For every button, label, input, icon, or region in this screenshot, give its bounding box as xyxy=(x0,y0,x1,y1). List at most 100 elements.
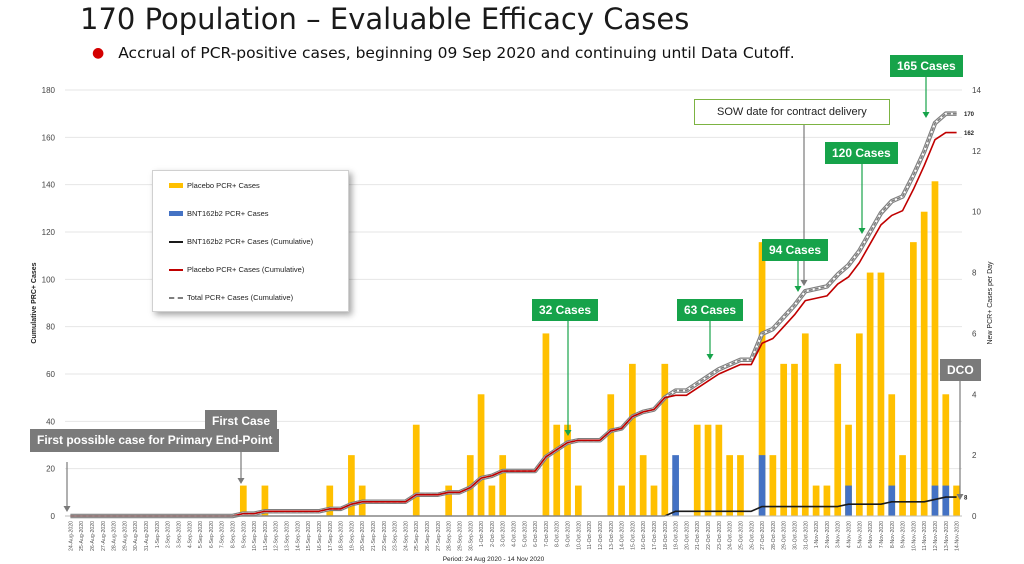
pointer-94-cases-arrowhead xyxy=(794,286,802,292)
placebo-bar xyxy=(726,455,733,516)
placebo-bar xyxy=(618,485,625,516)
pointer-32-cases-arrowhead xyxy=(564,430,572,436)
callout-63-cases: 63 Cases xyxy=(677,299,744,321)
x-tick-label: 5-Nov-2020 xyxy=(857,521,863,548)
legend-item-placebo: Placebo PCR+ Cases xyxy=(169,181,260,190)
y-tick-label: 120 xyxy=(42,228,56,237)
placebo-bar xyxy=(877,272,885,516)
x-tick-label: 7-Oct-2020 xyxy=(544,521,550,547)
x-tick-label: 6-Sep-2020 xyxy=(209,521,215,548)
placebo-bar xyxy=(661,363,669,516)
placebo-bar xyxy=(564,424,571,516)
x-tick-label: 23-Oct-2020 xyxy=(717,521,723,550)
legend-label-placebo: Placebo PCR+ Cases xyxy=(187,181,260,190)
x-tick-label: 29-Oct-2020 xyxy=(782,521,788,550)
y2-tick-label: 10 xyxy=(972,208,981,217)
x-tick-label: 26-Sep-2020 xyxy=(425,521,431,551)
x-tick-label: 28-Aug-2020 xyxy=(112,521,118,551)
placebo-bar xyxy=(445,485,453,516)
placebo-bar xyxy=(348,455,355,516)
pointer-63-cases-arrowhead xyxy=(706,354,714,360)
placebo-bar xyxy=(769,455,777,516)
y2-axis-label: New PCR+ Cases per Day xyxy=(987,261,994,345)
y-tick-label: 0 xyxy=(51,512,56,521)
x-tick-label: 29-Aug-2020 xyxy=(122,521,128,551)
x-tick-label: 26-Aug-2020 xyxy=(90,521,96,551)
x-tick-label: 9-Sep-2020 xyxy=(241,521,247,548)
x-tick-label: 24-Aug-2020 xyxy=(68,521,74,551)
x-tick-label: 14-Oct-2020 xyxy=(620,521,626,550)
x-tick-label: 6-Nov-2020 xyxy=(868,521,874,548)
placebo-bar xyxy=(845,424,852,516)
vaccine-bar xyxy=(845,485,852,516)
x-tick-label: 31-Oct-2020 xyxy=(803,521,809,550)
vaccine-bar xyxy=(942,485,950,516)
x-tick-label: 29-Sep-2020 xyxy=(457,521,463,551)
x-tick-label: 4-Oct-2020 xyxy=(512,521,518,547)
x-tick-label: 21-Oct-2020 xyxy=(695,521,701,550)
x-tick-label: 9-Oct-2020 xyxy=(566,521,572,547)
x-tick-label: 14-Sep-2020 xyxy=(295,521,301,551)
x-tick-label: 3-Nov-2020 xyxy=(836,521,842,548)
x-tick-label: 1-Oct-2020 xyxy=(479,521,485,547)
legend-item-vaccine: BNT162b2 PCR+ Cases xyxy=(169,209,269,218)
legend-swatch-total-cum xyxy=(169,296,183,299)
x-tick-label: 30-Oct-2020 xyxy=(792,521,798,550)
placebo-bar xyxy=(326,485,334,516)
x-tick-label: 2-Nov-2020 xyxy=(825,521,831,548)
y2-tick-label: 12 xyxy=(972,147,981,156)
x-tick-label: 6-Oct-2020 xyxy=(533,521,539,547)
bar-layer xyxy=(239,181,960,517)
legend-item-placebo-cum: Placebo PCR+ Cases (Cumulative) xyxy=(169,265,304,274)
legend-item-total-cum: Total PCR+ Cases (Cumulative) xyxy=(169,293,293,302)
vaccine-bar xyxy=(672,455,679,516)
legend-swatch-vaccine xyxy=(169,211,183,216)
legend-swatch-placebo-cum xyxy=(169,268,183,271)
slide-title: 170 Population – Evaluable Efficacy Case… xyxy=(80,2,690,36)
y-tick-label: 40 xyxy=(46,417,55,426)
x-tick-label: 7-Nov-2020 xyxy=(879,521,885,548)
x-tick-label: 20-Oct-2020 xyxy=(684,521,690,550)
x-tick-label: 27-Oct-2020 xyxy=(760,521,766,550)
x-tick-label: 15-Oct-2020 xyxy=(630,521,636,550)
placebo-bar xyxy=(704,424,712,516)
x-tick-label: 12-Nov-2020 xyxy=(933,521,939,551)
x-tick-label: 16-Sep-2020 xyxy=(317,521,323,551)
x-tick-label: 10-Nov-2020 xyxy=(911,521,917,551)
y-tick-label: 80 xyxy=(46,323,55,332)
x-tick-label: 13-Nov-2020 xyxy=(944,521,950,551)
vaccine-bar xyxy=(758,455,766,516)
placebo-bar xyxy=(553,424,561,516)
y2-tick-label: 14 xyxy=(972,86,981,95)
x-tick-label: 8-Nov-2020 xyxy=(890,521,896,548)
x-tick-label: 19-Oct-2020 xyxy=(674,521,680,550)
y-tick-label: 100 xyxy=(42,275,56,284)
placebo-bar xyxy=(693,424,701,516)
placebo-bar xyxy=(715,424,723,516)
x-tick-label: 20-Sep-2020 xyxy=(360,521,366,551)
placebo-bar xyxy=(629,363,636,516)
vaccine-bar xyxy=(888,485,896,516)
x-tick-label: 26-Oct-2020 xyxy=(749,521,755,550)
x-tick-label: 27-Sep-2020 xyxy=(436,521,442,551)
end-label-total: 170 xyxy=(964,112,975,118)
x-tick-label: 25-Sep-2020 xyxy=(414,521,420,551)
placebo-bar xyxy=(855,333,863,516)
x-tick-label: 8-Sep-2020 xyxy=(231,521,237,548)
x-tick-label: 25-Aug-2020 xyxy=(79,521,85,551)
x-tick-label: 24-Oct-2020 xyxy=(728,521,734,550)
pointer-first-case-arrowhead xyxy=(237,478,245,484)
placebo-bar xyxy=(888,394,896,516)
legend-label-vaccine-cum: BNT162b2 PCR+ Cases (Cumulative) xyxy=(187,237,314,246)
legend-label-total-cum: Total PCR+ Cases (Cumulative) xyxy=(187,293,294,302)
x-tick-label: 7-Sep-2020 xyxy=(220,521,226,548)
x-tick-label: 17-Oct-2020 xyxy=(652,521,658,550)
axis-layer: 0 20 40 60 80 100 120 140 160 180 0 2 4 6 8 10 12 14 Cumul… xyxy=(31,86,994,563)
x-tick-label: 18-Oct-2020 xyxy=(663,521,669,550)
y2-tick-label: 4 xyxy=(972,390,977,399)
legend-swatch-vaccine-cum xyxy=(169,240,183,243)
x-tick-label: 31-Aug-2020 xyxy=(144,521,150,551)
x-tick-label: 15-Sep-2020 xyxy=(306,521,312,551)
y2-tick-label: 0 xyxy=(972,512,977,521)
legend-swatch-placebo xyxy=(169,183,183,188)
